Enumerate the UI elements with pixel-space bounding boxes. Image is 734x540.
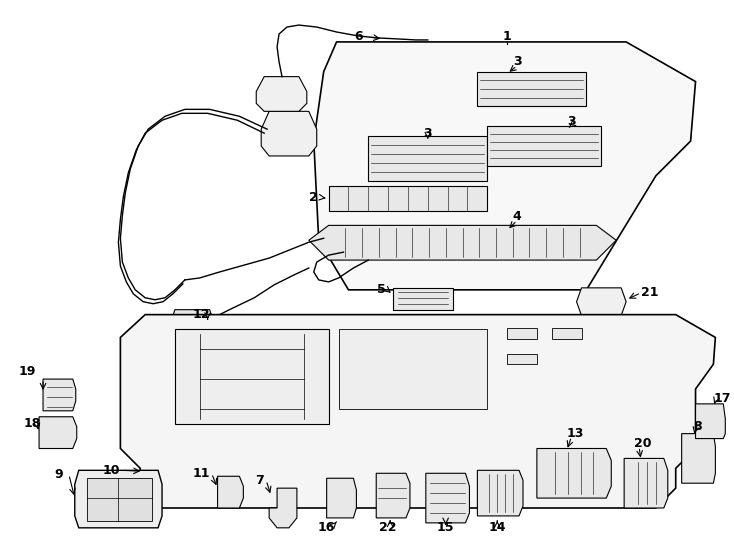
Text: 5: 5	[377, 284, 385, 296]
Text: 20: 20	[634, 437, 652, 450]
Polygon shape	[87, 478, 152, 521]
Text: 14: 14	[488, 521, 506, 535]
Polygon shape	[368, 136, 487, 181]
Text: 1: 1	[503, 30, 512, 43]
Polygon shape	[39, 417, 77, 449]
Polygon shape	[393, 288, 453, 309]
Polygon shape	[377, 473, 410, 518]
Text: 7: 7	[255, 474, 264, 487]
Polygon shape	[120, 315, 716, 508]
Text: 16: 16	[318, 521, 335, 535]
Polygon shape	[477, 72, 586, 106]
Polygon shape	[261, 111, 317, 156]
Ellipse shape	[144, 465, 166, 478]
Text: 9: 9	[54, 468, 63, 481]
Text: 12: 12	[193, 308, 211, 321]
Polygon shape	[256, 77, 307, 111]
Polygon shape	[269, 488, 297, 528]
Polygon shape	[487, 126, 601, 166]
Polygon shape	[75, 470, 162, 528]
Polygon shape	[329, 186, 487, 211]
Text: 19: 19	[19, 364, 36, 377]
Polygon shape	[426, 473, 470, 523]
Text: 21: 21	[641, 286, 658, 299]
Polygon shape	[175, 329, 329, 424]
Polygon shape	[507, 328, 537, 340]
Polygon shape	[327, 478, 357, 518]
Text: 15: 15	[437, 521, 454, 535]
Polygon shape	[624, 458, 668, 508]
Text: 22: 22	[379, 521, 397, 535]
Polygon shape	[309, 225, 617, 260]
Polygon shape	[170, 309, 214, 338]
Polygon shape	[696, 404, 725, 438]
Polygon shape	[313, 42, 696, 290]
Text: 11: 11	[192, 467, 210, 480]
Text: 3: 3	[424, 127, 432, 140]
Polygon shape	[338, 329, 487, 409]
Text: 6: 6	[354, 30, 363, 43]
Text: 4: 4	[512, 210, 521, 223]
Polygon shape	[477, 470, 523, 516]
Text: 3: 3	[567, 115, 576, 128]
Text: 8: 8	[694, 420, 702, 433]
Text: 2: 2	[310, 191, 318, 204]
Text: 17: 17	[713, 393, 731, 406]
Polygon shape	[576, 288, 626, 315]
Text: 18: 18	[23, 417, 40, 430]
Polygon shape	[43, 379, 76, 411]
Polygon shape	[217, 476, 244, 508]
Text: 10: 10	[103, 464, 120, 477]
Polygon shape	[537, 449, 611, 498]
Text: 3: 3	[513, 55, 521, 68]
Polygon shape	[682, 434, 716, 483]
Text: 13: 13	[567, 427, 584, 440]
Polygon shape	[507, 354, 537, 364]
Polygon shape	[552, 328, 581, 340]
